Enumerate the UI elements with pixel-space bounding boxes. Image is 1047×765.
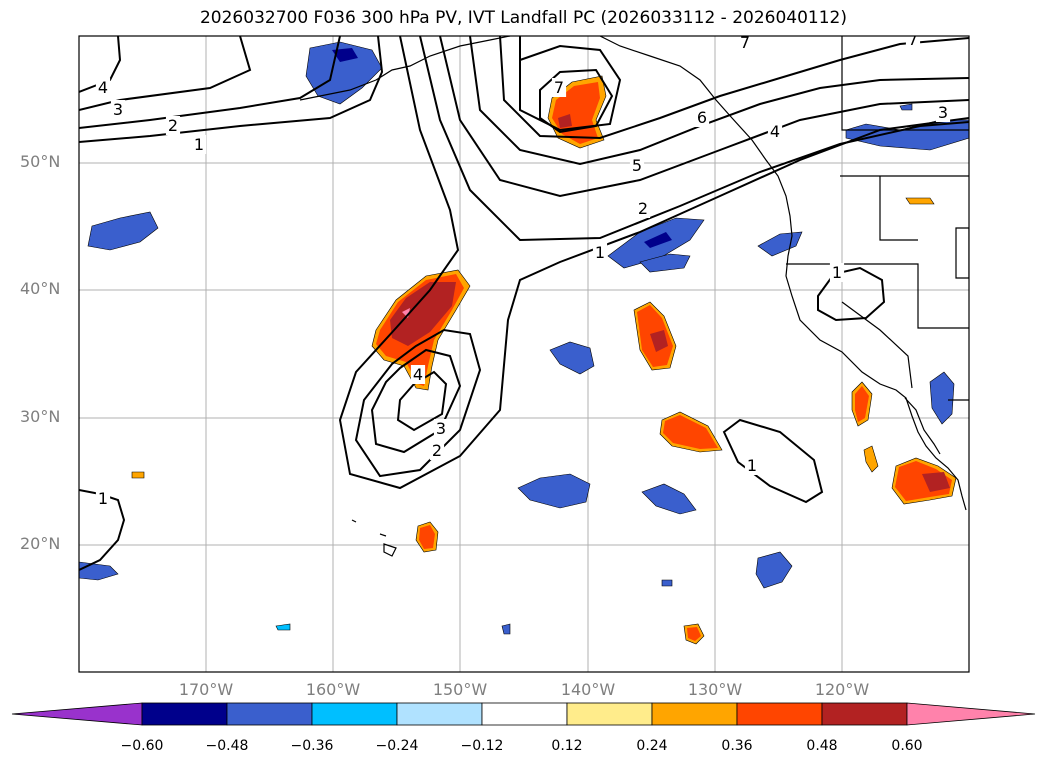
colorbar-segment [226,702,313,726]
lat-label: 40°N [20,279,61,298]
contour-label: 7 [908,30,918,49]
colorbar-segment [311,702,398,726]
contour-label-halo [767,122,783,141]
contour-label: 4 [770,122,780,141]
contour-labels: 4 3 2 1 7 6 4 5 2 1 3 1 4 3 2 1 1 7 7 [95,30,951,508]
colorbar-tick-label: 0.48 [806,738,838,754]
colorbar-tick-label: 0.36 [721,738,753,754]
contour-label-halo [191,135,207,154]
lat-label: 30°N [20,407,61,426]
negative-anomalies [79,41,969,635]
contour-label: 3 [113,100,123,119]
contour-label-halo [905,36,921,49]
contour-label-halo [95,489,111,508]
colorbar-segment [481,702,568,726]
lat-label: 50°N [20,152,61,171]
lon-label: 150°W [432,680,488,699]
lat-label: 20°N [20,534,61,553]
lon-label: 160°W [305,680,361,699]
colorbar-tick-label: 0.24 [636,738,668,754]
contour-label-halo [744,456,760,475]
blob-south-central [517,473,591,509]
contour-label-halo [429,441,445,460]
contour-label: 2 [432,441,442,460]
gridlines [79,36,969,672]
colorbar-tick-label: −0.36 [290,738,334,754]
colorbar-tick-label: 0.60 [891,738,923,754]
colorbar-tick-label: −0.48 [205,738,249,754]
colorbar-segment [396,702,483,726]
contour-label-halo [410,365,426,384]
contour-label-halo [165,116,181,135]
colorbar [11,702,1036,726]
colorbar-tick-label: −0.12 [460,738,504,754]
contour-label: 6 [697,108,707,127]
blob-southeast-small [755,551,793,589]
contour-label: 1 [98,489,108,508]
colorbar-extend-high [906,702,1036,726]
contour-label: 1 [832,263,842,282]
blob-gulf-alaska-east [845,119,969,151]
map-background [79,36,969,672]
blob-mid-pacific [549,341,595,375]
contour-label: 5 [632,156,642,175]
contour-label-halo [737,36,753,52]
colorbar-segment [651,702,738,726]
blob-baja [929,371,955,425]
map-title: 2026032700 F036 300 hPa PV, IVT Landfall… [199,8,847,28]
contour-label: 4 [98,78,108,97]
contour-label-halo [95,78,111,97]
contour-label-halo [629,156,645,175]
lon-label: 120°W [814,680,870,699]
contour-label: 3 [938,103,948,122]
colorbar-tick-label: −0.60 [120,738,164,754]
contour-label: 2 [638,199,648,218]
blob-south-east [641,483,697,515]
contour-label: 3 [436,419,446,438]
contour-label-halo [110,100,126,119]
contour-label: 1 [747,456,757,475]
colorbar-tick-label: 0.12 [551,738,583,754]
contour-label: 7 [740,33,750,52]
colorbar-segment [141,702,228,726]
contour-label-halo [635,199,651,218]
lon-label: 130°W [687,680,743,699]
colorbar-segment [566,702,653,726]
contour-label: 1 [595,243,605,262]
contour-label-halo [592,243,608,262]
lon-label: 140°W [560,680,616,699]
contour-label: 1 [194,135,204,154]
contour-label-halo [433,419,449,438]
colorbar-tick-label: −0.24 [375,738,419,754]
contour-label: 2 [168,116,178,135]
contour-label: 4 [413,365,423,384]
contour-label-halo [551,78,567,97]
contour-label-halo [935,103,951,122]
coastlines [299,36,969,557]
colorbar-extend-low [11,702,143,726]
blob-alaska-peninsula [305,41,383,105]
contour-label-halo [694,108,710,127]
lon-label: 170°W [178,680,234,699]
contour-label: 7 [554,78,564,97]
colorbar-segment [736,702,823,726]
blob-west-pacific [87,211,159,251]
contour-label-halo [829,263,845,282]
map-frame [78,35,970,673]
colorbar-segment [821,702,908,726]
